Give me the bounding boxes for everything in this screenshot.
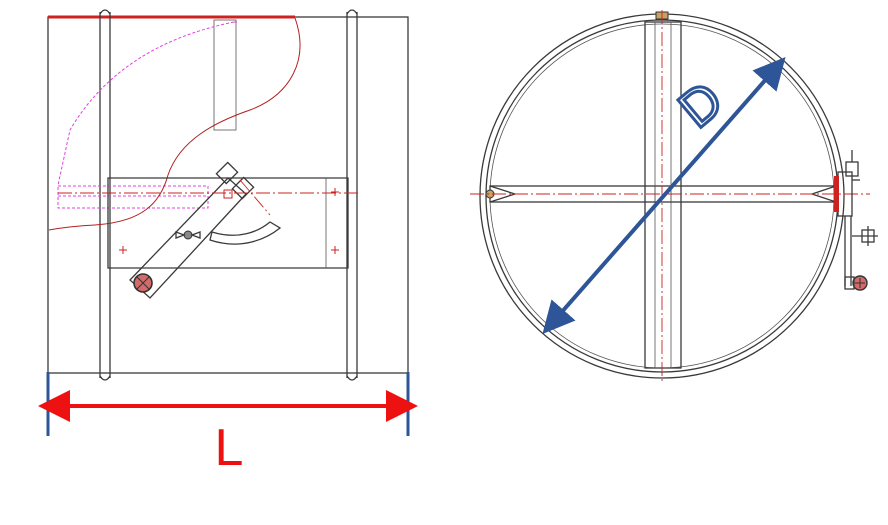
plate-bolt-marks	[119, 188, 339, 254]
length-label: L	[215, 419, 244, 477]
side-view: L	[38, 9, 418, 477]
mounting-plate	[107, 177, 349, 269]
wing-nut	[175, 230, 201, 240]
rib-right	[346, 9, 358, 381]
diameter-dimension-arrow	[542, 56, 786, 335]
inner-shaft	[213, 19, 237, 131]
actuator-bracket	[834, 150, 878, 286]
duct-body-outline	[47, 16, 409, 374]
rib-left	[99, 9, 111, 381]
front-view: D	[470, 10, 878, 382]
quadrant-arc	[209, 221, 282, 245]
actuator-knob	[844, 275, 868, 291]
hidden-damper-blade	[57, 21, 238, 209]
hub-assembly	[215, 161, 255, 200]
section-break-line	[48, 17, 301, 231]
